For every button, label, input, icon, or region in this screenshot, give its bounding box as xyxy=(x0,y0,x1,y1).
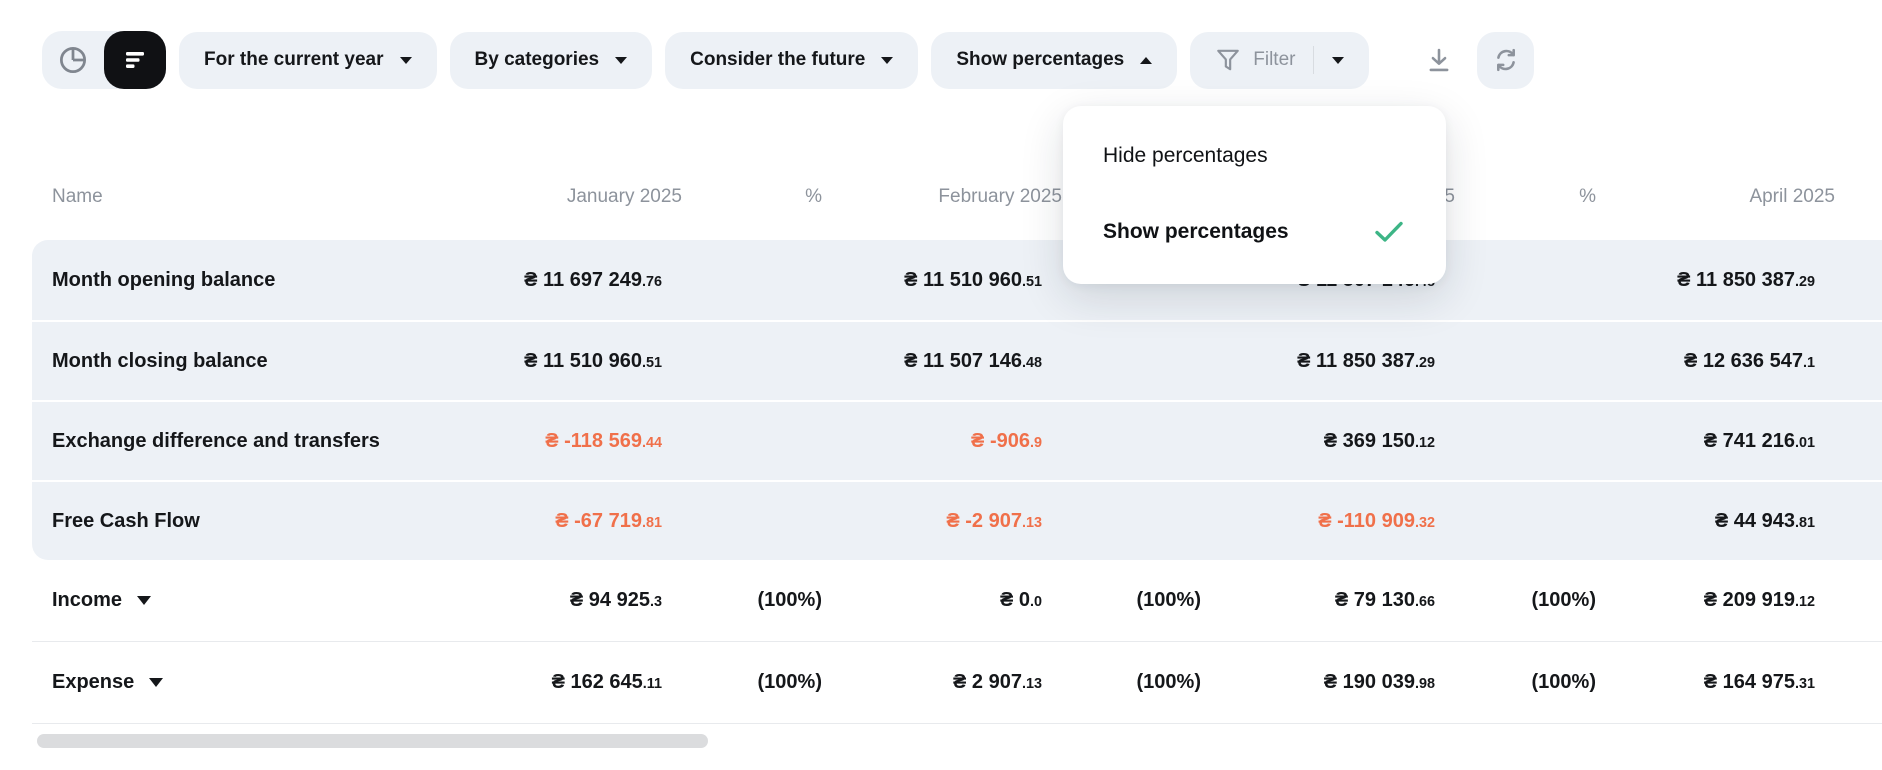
toolbar: For the current year By categories Consi… xyxy=(42,31,1882,89)
cell-jan: ₴ 11 697 249.76 xyxy=(524,268,662,291)
chevron-down-icon xyxy=(399,56,412,64)
cell-jan: ₴ 94 925.3 xyxy=(569,589,662,611)
column-header-percent-jan: % xyxy=(805,185,822,207)
table-row: Expense ₴ 162 645.11 (100%) ₴ 2 907.13 (… xyxy=(32,642,1882,724)
column-header-february: February 2025 xyxy=(938,185,1062,207)
download-icon xyxy=(1425,46,1453,74)
percentages-dropdown-button[interactable]: Show percentages xyxy=(931,31,1178,89)
future-dropdown-label: Consider the future xyxy=(690,49,866,70)
refresh-icon xyxy=(1492,46,1520,74)
cell-apr: ₴ 164 975.31 xyxy=(1703,671,1815,693)
cell-apr: ₴ 741 216.01 xyxy=(1703,429,1815,452)
chevron-up-icon xyxy=(1140,56,1153,64)
future-dropdown-button[interactable]: Consider the future xyxy=(665,31,919,89)
percentages-dropdown-label: Show percentages xyxy=(956,49,1125,70)
table-row: Free Cash Flow ₴ -67 719.81 ₴ -2 907.13 … xyxy=(32,480,1882,560)
column-header-april: April 2025 xyxy=(1749,185,1835,207)
view-toggle xyxy=(42,31,166,89)
chevron-down-icon xyxy=(615,56,628,64)
cell-jan: ₴ -118 569.44 xyxy=(545,429,662,452)
row-label: Month closing balance xyxy=(52,349,268,372)
cell-jan: ₴ 162 645.11 xyxy=(551,671,662,693)
divider xyxy=(1313,46,1315,74)
checkmark-icon xyxy=(1374,220,1404,244)
period-dropdown-button[interactable]: For the current year xyxy=(179,31,437,89)
cell-jan-pct: (100%) xyxy=(757,671,822,693)
expense-row-toggle[interactable]: Expense xyxy=(32,671,362,694)
cell-feb: ₴ 11 507 146.48 xyxy=(904,349,1042,372)
show-percentages-menu: Hide percentages Show percentages xyxy=(1063,106,1446,284)
menu-item-show-percentages[interactable]: Show percentages xyxy=(1103,204,1404,260)
cell-mar-pct: (100%) xyxy=(1531,589,1596,611)
horizontal-scrollbar-thumb[interactable] xyxy=(37,734,708,748)
cell-mar: ₴ 79 130.66 xyxy=(1334,589,1435,611)
refresh-button[interactable] xyxy=(1477,31,1535,89)
income-row-toggle[interactable]: Income xyxy=(32,589,362,612)
menu-item-hide-percentages[interactable]: Hide percentages xyxy=(1103,144,1268,167)
cell-feb: ₴ 0.0 xyxy=(999,589,1042,611)
summary-rows-card: Month opening balance ₴ 11 697 249.76 ₴ … xyxy=(32,240,1882,560)
expander-caret-icon[interactable] xyxy=(149,678,164,687)
column-header-percent-mar: % xyxy=(1579,185,1596,207)
table-header: Name January 2025 % February 2025 % Marc… xyxy=(32,178,1882,215)
grouping-dropdown-button[interactable]: By categories xyxy=(449,31,653,89)
cell-feb-pct: (100%) xyxy=(1136,671,1201,693)
cell-apr: ₴ 44 943.81 xyxy=(1714,509,1815,532)
cell-apr: ₴ 11 850 387.29 xyxy=(1677,268,1815,291)
cell-mar: ₴ 369 150.12 xyxy=(1323,429,1435,452)
detail-rows: Income ₴ 94 925.3 (100%) ₴ 0.0 (100%) ₴ … xyxy=(32,560,1882,724)
cell-jan-pct: (100%) xyxy=(757,589,822,611)
chevron-down-icon xyxy=(1332,56,1345,64)
row-label: Month opening balance xyxy=(52,268,276,291)
cell-mar: ₴ -110 909.32 xyxy=(1318,509,1435,532)
horizontal-scrollbar-track xyxy=(0,734,1882,748)
filter-button[interactable]: Filter xyxy=(1190,31,1370,89)
filter-label: Filter xyxy=(1253,49,1296,70)
table-row: Month opening balance ₴ 11 697 249.76 ₴ … xyxy=(32,240,1882,320)
cell-mar-pct: (100%) xyxy=(1531,671,1596,693)
table-row: Month closing balance ₴ 11 510 960.51 ₴ … xyxy=(32,320,1882,400)
download-button[interactable] xyxy=(1414,32,1464,89)
cell-feb: ₴ -906.9 xyxy=(971,429,1042,452)
cell-jan: ₴ -67 719.81 xyxy=(555,509,662,532)
row-label: Exchange difference and transfers xyxy=(52,429,380,452)
cell-feb: ₴ -2 907.13 xyxy=(946,509,1042,532)
expander-caret-icon[interactable] xyxy=(137,596,152,605)
table-row: Exchange difference and transfers ₴ -118… xyxy=(32,400,1882,480)
cell-apr: ₴ 209 919.12 xyxy=(1703,589,1815,611)
table-row: Income ₴ 94 925.3 (100%) ₴ 0.0 (100%) ₴ … xyxy=(32,560,1882,642)
cell-feb: ₴ 11 510 960.51 xyxy=(904,268,1042,291)
chevron-down-icon xyxy=(881,56,894,64)
column-header-name: Name xyxy=(52,185,103,207)
row-label: Free Cash Flow xyxy=(52,509,200,532)
pie-chart-icon xyxy=(58,45,88,75)
period-dropdown-label: For the current year xyxy=(204,49,384,70)
cell-mar: ₴ 190 039.98 xyxy=(1323,671,1435,693)
cell-mar: ₴ 11 850 387.29 xyxy=(1297,349,1435,372)
table-view-button[interactable] xyxy=(104,31,166,89)
grouping-dropdown-label: By categories xyxy=(474,49,600,70)
cell-feb-pct: (100%) xyxy=(1136,589,1201,611)
rows-icon xyxy=(119,44,151,76)
funnel-icon xyxy=(1215,47,1241,73)
chart-view-button[interactable] xyxy=(42,31,104,89)
cell-jan: ₴ 11 510 960.51 xyxy=(524,349,662,372)
cell-feb: ₴ 2 907.13 xyxy=(953,671,1042,693)
column-header-january: January 2025 xyxy=(566,185,682,207)
cell-apr: ₴ 12 636 547.1 xyxy=(1683,349,1815,372)
